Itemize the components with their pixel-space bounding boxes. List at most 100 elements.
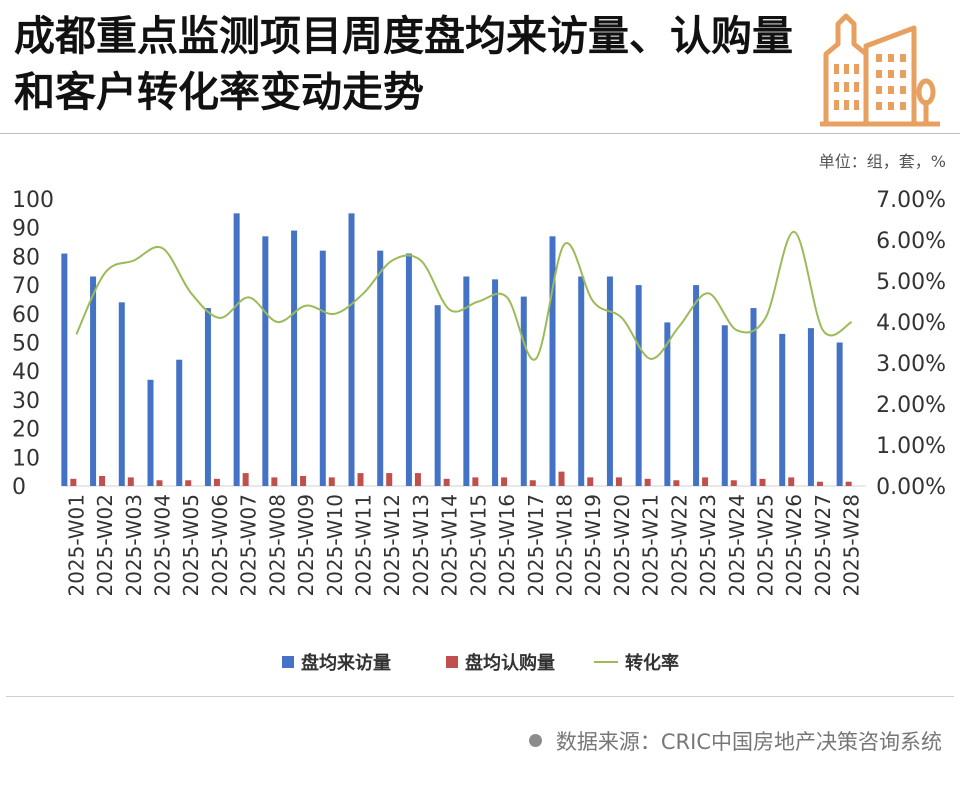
y-left-tick-label: 100 bbox=[12, 188, 54, 213]
unit-label: 单位：组，套，% bbox=[818, 152, 946, 171]
bar-purchases bbox=[242, 473, 249, 486]
x-tick-label: 2025-W20 bbox=[610, 494, 634, 597]
bullet-dot-icon bbox=[528, 734, 542, 747]
bar-visits bbox=[693, 285, 700, 486]
series-line-conversion bbox=[75, 230, 853, 361]
x-tick-label: 2025-W06 bbox=[208, 494, 232, 597]
bar-purchases bbox=[702, 477, 709, 486]
buildings-logo-icon bbox=[820, 13, 940, 127]
bar-purchases bbox=[788, 477, 795, 486]
bar-visits bbox=[606, 276, 613, 486]
bar-purchases bbox=[558, 471, 565, 486]
y-left-tick-label: 0 bbox=[12, 475, 26, 500]
x-tick-label: 2025-W09 bbox=[294, 494, 318, 597]
y-left-tick-label: 40 bbox=[12, 360, 40, 385]
bar-visits bbox=[779, 333, 786, 486]
footer-divider bbox=[6, 696, 954, 697]
title-divider bbox=[0, 133, 960, 134]
x-tick-label: 2025-W11 bbox=[352, 494, 376, 597]
y-left-tick-label: 60 bbox=[12, 303, 40, 328]
x-tick-label: 2025-W27 bbox=[811, 494, 835, 597]
bar-visits bbox=[721, 325, 728, 486]
bar-purchases bbox=[443, 478, 450, 486]
y-right-tick-label: 0.00% bbox=[876, 475, 946, 500]
legend-label: 盘均认购量 bbox=[465, 652, 555, 674]
bars bbox=[61, 213, 852, 486]
bar-visits bbox=[750, 308, 757, 486]
y-left-tick-label: 50 bbox=[12, 332, 40, 357]
bar-visits bbox=[664, 322, 671, 486]
x-tick-label: 2025-W01 bbox=[64, 494, 88, 597]
bar-visits bbox=[147, 379, 154, 486]
bar-visits bbox=[319, 250, 326, 486]
x-tick-label: 2025-W05 bbox=[179, 494, 203, 597]
legend-label: 转化率 bbox=[625, 652, 679, 674]
x-tick-label: 2025-W18 bbox=[553, 494, 577, 597]
bar-visits bbox=[578, 276, 585, 486]
bar-purchases bbox=[414, 473, 421, 486]
x-tick-label: 2025-W02 bbox=[93, 494, 117, 597]
legend: 盘均来访量 盘均认购量 转化率 bbox=[282, 652, 679, 674]
y-left-tick-label: 30 bbox=[12, 389, 40, 414]
y-right-tick-label: 1.00% bbox=[876, 434, 946, 459]
bar-purchases bbox=[644, 478, 651, 486]
bar-purchases bbox=[730, 480, 737, 486]
bar-purchases bbox=[271, 477, 278, 486]
y-right-tick-label: 6.00% bbox=[876, 229, 946, 254]
legend-swatch bbox=[446, 656, 458, 668]
y-right-tick-label: 5.00% bbox=[876, 270, 946, 295]
x-axis-labels: 2025-W01 2025-W02 2025-W03 2025-W04 2025-W05… bbox=[64, 494, 863, 597]
y-right-tick-label: 4.00% bbox=[876, 311, 946, 336]
x-tick-label: 2025-W08 bbox=[265, 494, 289, 597]
y-left-tick-label: 70 bbox=[12, 274, 40, 299]
bar-purchases bbox=[185, 480, 192, 486]
x-tick-label: 2025-W21 bbox=[639, 494, 663, 597]
x-tick-label: 2025-W26 bbox=[782, 494, 806, 597]
bar-purchases bbox=[300, 475, 307, 486]
bar-purchases bbox=[673, 480, 680, 486]
bar-visits bbox=[377, 250, 384, 486]
bar-purchases bbox=[386, 473, 393, 486]
x-tick-label: 2025-W14 bbox=[438, 494, 462, 597]
x-tick-label: 2025-W12 bbox=[380, 494, 404, 597]
bar-visits bbox=[348, 213, 355, 486]
bar-visits bbox=[836, 342, 843, 486]
bar-visits bbox=[807, 328, 814, 486]
y-right-tick-label: 7.00% bbox=[876, 188, 946, 213]
bar-purchases bbox=[213, 478, 220, 486]
legend-swatch bbox=[282, 656, 294, 668]
x-tick-label: 2025-W15 bbox=[466, 494, 490, 597]
x-tick-label: 2025-W07 bbox=[237, 494, 261, 597]
bar-purchases bbox=[587, 477, 594, 486]
legend-label: 盘均来访量 bbox=[301, 652, 391, 674]
x-tick-label: 2025-W22 bbox=[667, 494, 691, 597]
bar-purchases bbox=[472, 477, 479, 486]
bar-purchases bbox=[328, 477, 335, 486]
chart: 0 10 20 30 40 50 60 70 80 90 100 0.00% 1.00% 2.00% 3.… bbox=[12, 188, 946, 674]
bar-purchases bbox=[70, 478, 77, 486]
x-tick-label: 2025-W13 bbox=[409, 494, 433, 597]
x-tick-label: 2025-W28 bbox=[840, 494, 864, 597]
x-tick-label: 2025-W16 bbox=[495, 494, 519, 597]
x-tick-label: 2025-W04 bbox=[151, 494, 175, 597]
bar-visits bbox=[291, 230, 298, 486]
bar-visits bbox=[233, 213, 240, 486]
bar-visits bbox=[434, 305, 441, 486]
y-axis-left: 0 10 20 30 40 50 60 70 80 90 100 bbox=[12, 188, 54, 500]
y-right-tick-label: 3.00% bbox=[876, 352, 946, 377]
x-tick-label: 2025-W24 bbox=[725, 494, 749, 597]
bar-visits bbox=[520, 296, 527, 486]
bar-visits bbox=[176, 359, 183, 486]
bar-purchases bbox=[615, 477, 622, 486]
bar-visits bbox=[635, 285, 642, 486]
x-tick-label: 2025-W17 bbox=[524, 494, 548, 597]
bar-visits bbox=[463, 276, 470, 486]
bar-visits bbox=[118, 302, 125, 486]
source-text: 数据来源：CRIC中国房地产决策咨询系统 bbox=[555, 730, 942, 754]
page-title: 成都重点监测项目周度盘均来访量、认购量和客户转化率变动走势 bbox=[14, 12, 793, 116]
y-left-tick-label: 80 bbox=[12, 245, 40, 270]
bar-visits bbox=[492, 279, 499, 486]
source-note: 数据来源：CRIC中国房地产决策咨询系统 bbox=[528, 726, 942, 756]
bar-visits bbox=[61, 253, 68, 486]
bar-purchases bbox=[501, 477, 508, 486]
